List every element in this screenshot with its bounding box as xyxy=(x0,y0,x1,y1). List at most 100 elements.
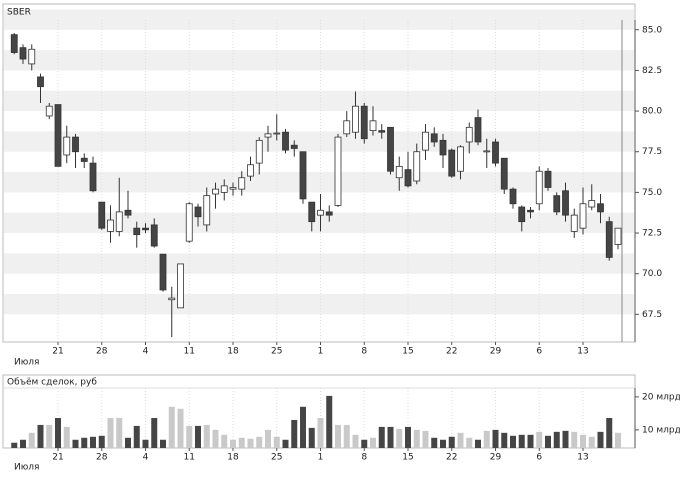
volume-bar xyxy=(291,419,298,448)
band xyxy=(4,50,634,71)
candle-body xyxy=(544,170,552,188)
x-tick-label: 18 xyxy=(227,347,239,357)
x-tick-label: 11 xyxy=(184,453,195,463)
candle-body xyxy=(614,227,622,245)
volume-bar xyxy=(396,428,403,448)
candle-body xyxy=(212,188,219,195)
volume-bar xyxy=(562,430,569,448)
volume-bar xyxy=(160,439,166,448)
volume-bar xyxy=(606,418,613,448)
month-label: Июля xyxy=(14,463,39,473)
volume-bar xyxy=(536,431,543,448)
candle-body xyxy=(492,141,499,164)
volume-bar xyxy=(440,439,446,448)
volume-bar xyxy=(518,434,525,448)
volume-bar xyxy=(81,437,88,448)
x-tick-label: 8 xyxy=(361,453,367,463)
candle-body xyxy=(54,104,62,167)
volume-bar xyxy=(483,430,490,448)
band xyxy=(4,90,634,112)
volume-bar xyxy=(256,436,263,448)
candle-body xyxy=(352,105,359,133)
candle-body xyxy=(37,76,44,88)
candle-body xyxy=(317,209,324,216)
candle-body xyxy=(273,132,281,135)
volume-bar xyxy=(405,426,411,448)
chart-title: SBER xyxy=(7,8,31,18)
volume-bar xyxy=(46,424,53,448)
x-tick-label: 6 xyxy=(536,453,542,463)
candle-body xyxy=(124,209,132,216)
candle-body xyxy=(378,130,386,133)
candle-body xyxy=(535,170,543,205)
candle-body xyxy=(299,151,307,200)
candle-body xyxy=(422,131,429,151)
volume-bar xyxy=(11,442,18,448)
x-tick-label: 1 xyxy=(318,347,324,357)
volume-bar xyxy=(55,418,61,448)
candle-body xyxy=(509,188,517,205)
volume-bar xyxy=(142,439,149,448)
candle-body xyxy=(290,144,298,149)
volume-bar xyxy=(527,434,534,448)
candle-body xyxy=(72,136,79,153)
volume-bar xyxy=(212,429,219,448)
volume-bar xyxy=(597,431,604,448)
volume-bar xyxy=(20,439,26,448)
candle-body xyxy=(28,48,36,65)
x-tick-label: 1 xyxy=(318,453,324,463)
candle-body xyxy=(203,195,211,226)
band xyxy=(4,9,634,30)
volume-bar xyxy=(431,437,438,448)
volume-bar xyxy=(615,432,621,448)
volume-bar xyxy=(125,437,131,448)
candle-body xyxy=(553,195,561,213)
x-tick-label: 15 xyxy=(402,347,413,357)
candle-body xyxy=(465,126,473,143)
volume-bar xyxy=(413,429,420,448)
candle-body xyxy=(334,136,342,206)
y-tick-label: 20 млрд xyxy=(642,392,680,402)
y-tick-label: 77.5 xyxy=(642,147,662,157)
candle-body xyxy=(282,131,289,151)
volume-bar xyxy=(580,434,586,448)
y-tick-label: 72.5 xyxy=(642,229,662,239)
volume-bar xyxy=(72,439,79,448)
y-tick-label: 85.0 xyxy=(642,25,662,35)
volume-bar xyxy=(317,418,324,448)
volume-bar xyxy=(37,424,44,448)
candle-body xyxy=(159,253,167,291)
volume-bar xyxy=(545,435,551,448)
volume-bar xyxy=(221,434,228,448)
candle-body xyxy=(255,139,263,164)
candle-body xyxy=(360,105,368,140)
candle-body xyxy=(177,263,184,309)
candle-body xyxy=(518,206,526,223)
volume-bar xyxy=(352,434,359,448)
volume-bar xyxy=(247,438,254,448)
candle-body xyxy=(220,185,228,193)
band xyxy=(4,172,634,193)
volume-bar xyxy=(63,426,70,448)
candle-body xyxy=(448,149,456,177)
x-tick-label: 25 xyxy=(271,453,282,463)
volume-bar xyxy=(133,425,140,448)
candle-body xyxy=(562,190,569,216)
candle-body xyxy=(404,169,412,187)
x-tick-label: 22 xyxy=(446,453,457,463)
y-tick-label: 75.0 xyxy=(642,188,662,198)
candle-body xyxy=(194,206,202,218)
x-tick-label: 13 xyxy=(577,347,588,357)
candle-body xyxy=(343,120,351,135)
band xyxy=(4,294,634,315)
candle-body xyxy=(395,165,403,179)
candle-body xyxy=(500,157,508,190)
volume-bar xyxy=(98,435,105,448)
volume-bar xyxy=(326,395,333,448)
candle-body xyxy=(229,187,237,190)
candle-body xyxy=(527,209,534,213)
volume-bar xyxy=(151,418,158,448)
volume-bar xyxy=(107,418,114,448)
x-tick-label: 18 xyxy=(227,453,239,463)
volume-bar xyxy=(177,408,184,448)
